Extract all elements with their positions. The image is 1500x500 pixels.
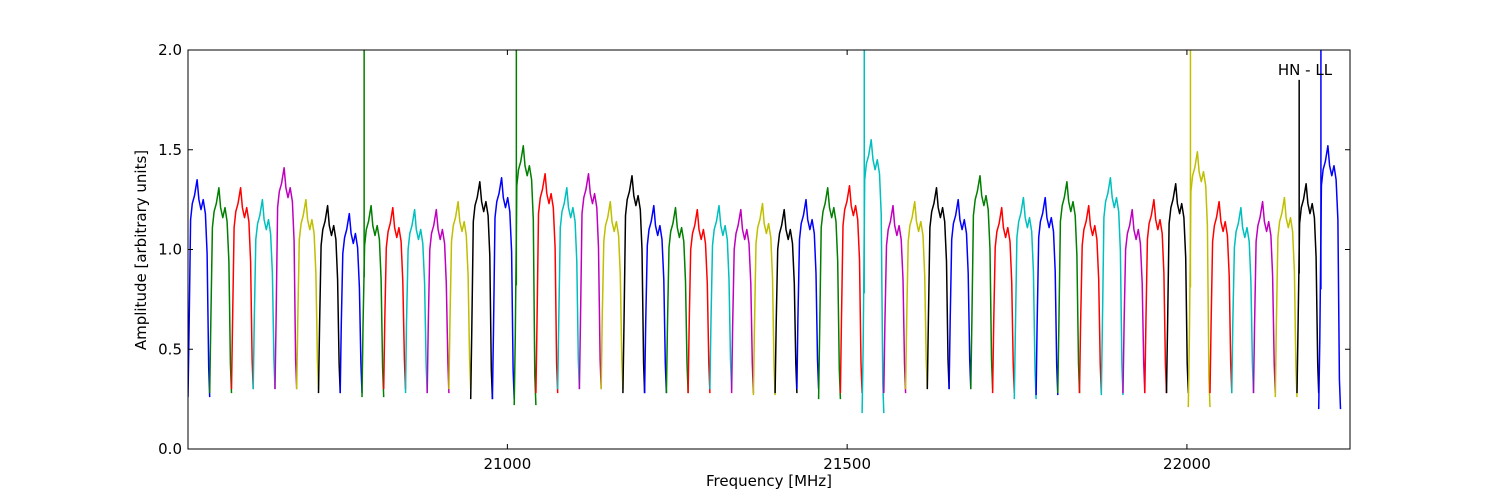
spectrum-band-40 <box>1035 196 1059 396</box>
spectrum-band-6 <box>295 198 320 390</box>
spectrum-band-53 <box>1317 145 1342 410</box>
spectrum-band-41 <box>1057 180 1081 394</box>
spectrum-band-33 <box>883 204 907 394</box>
spectrum-band-30 <box>817 186 842 400</box>
spectrum-band-45 <box>1144 198 1168 394</box>
spectrum-band-12 <box>426 208 450 394</box>
x-tick-label: 21500 <box>823 455 871 473</box>
spectrum-band-38 <box>991 206 1016 394</box>
spectrum-band-49 <box>1231 206 1255 394</box>
spectrum-band-1 <box>188 178 211 398</box>
x-tick-label: 22000 <box>1163 455 1211 473</box>
spectrum-band-3 <box>230 186 254 390</box>
spectrum-band-42 <box>1078 204 1103 394</box>
spectrum-band-21 <box>622 174 646 394</box>
axis-ticks: 21000 21500 22000 0.0 0.5 1.0 1.5 2.0 <box>158 41 1350 473</box>
spectrum-band-17 <box>535 172 559 394</box>
spectrum-band-37 <box>970 174 994 390</box>
spectrum-band-23 <box>665 206 689 394</box>
spectrum-band-16 <box>513 145 537 406</box>
spectrum-band-46 <box>1165 182 1190 394</box>
spectrum-band-25 <box>709 204 733 390</box>
spectrum-band-36 <box>948 198 972 390</box>
spectrum-band-2 <box>208 186 233 394</box>
spectrum-band-29 <box>796 198 820 390</box>
y-tick-label: 1.5 <box>158 141 182 159</box>
spectrum-band-31 <box>839 184 863 394</box>
spectrum-band-15 <box>491 176 515 400</box>
spectrum-band-18 <box>556 186 581 390</box>
spectrum-band-47 <box>1187 150 1211 408</box>
spectrum-band-10 <box>382 206 407 390</box>
spectrum-band-13 <box>448 200 472 390</box>
spectrum-band-11 <box>404 208 428 394</box>
spectrum-traces <box>188 50 1342 414</box>
y-tick-label: 0.5 <box>158 340 182 358</box>
spectrum-band-48 <box>1209 200 1233 394</box>
spectrum-band-20 <box>600 200 624 390</box>
spectrum-band-4 <box>252 198 276 390</box>
spectrum-band-22 <box>643 204 668 394</box>
spectrum-band-24 <box>687 208 711 394</box>
spectrum-band-8 <box>339 212 363 394</box>
spectrum-band-43 <box>1100 176 1124 396</box>
y-axis-label: Amplitude [arbitrary units] <box>132 150 150 350</box>
y-tick-label: 1.0 <box>158 241 182 259</box>
spectrum-band-32 <box>861 139 885 414</box>
spectrum-band-34 <box>904 200 929 390</box>
spectrum-band-35 <box>926 186 950 390</box>
y-tick-label: 0.0 <box>158 440 182 458</box>
spectrum-band-7 <box>317 204 341 394</box>
spectrum-band-27 <box>752 202 776 396</box>
x-axis-label: Frequency [MHz] <box>706 472 832 490</box>
spectrum-band-51 <box>1274 196 1298 398</box>
spectrum-band-50 <box>1252 200 1277 394</box>
y-tick-label: 2.0 <box>158 41 182 59</box>
spectrum-band-19 <box>578 172 602 390</box>
spectrum-band-52 <box>1296 182 1320 394</box>
x-tick-label: 21000 <box>484 455 532 473</box>
spectrum-band-39 <box>1013 196 1037 400</box>
baseline-annotation: HN - LL <box>1278 61 1333 79</box>
spectrum-band-26 <box>730 208 755 394</box>
spectrum-band-44 <box>1122 208 1146 394</box>
spectrum-band-28 <box>774 208 798 394</box>
spectrum-band-9 <box>361 204 385 398</box>
spectrum-band-14 <box>469 180 494 400</box>
spectrum-band-5 <box>274 166 298 390</box>
